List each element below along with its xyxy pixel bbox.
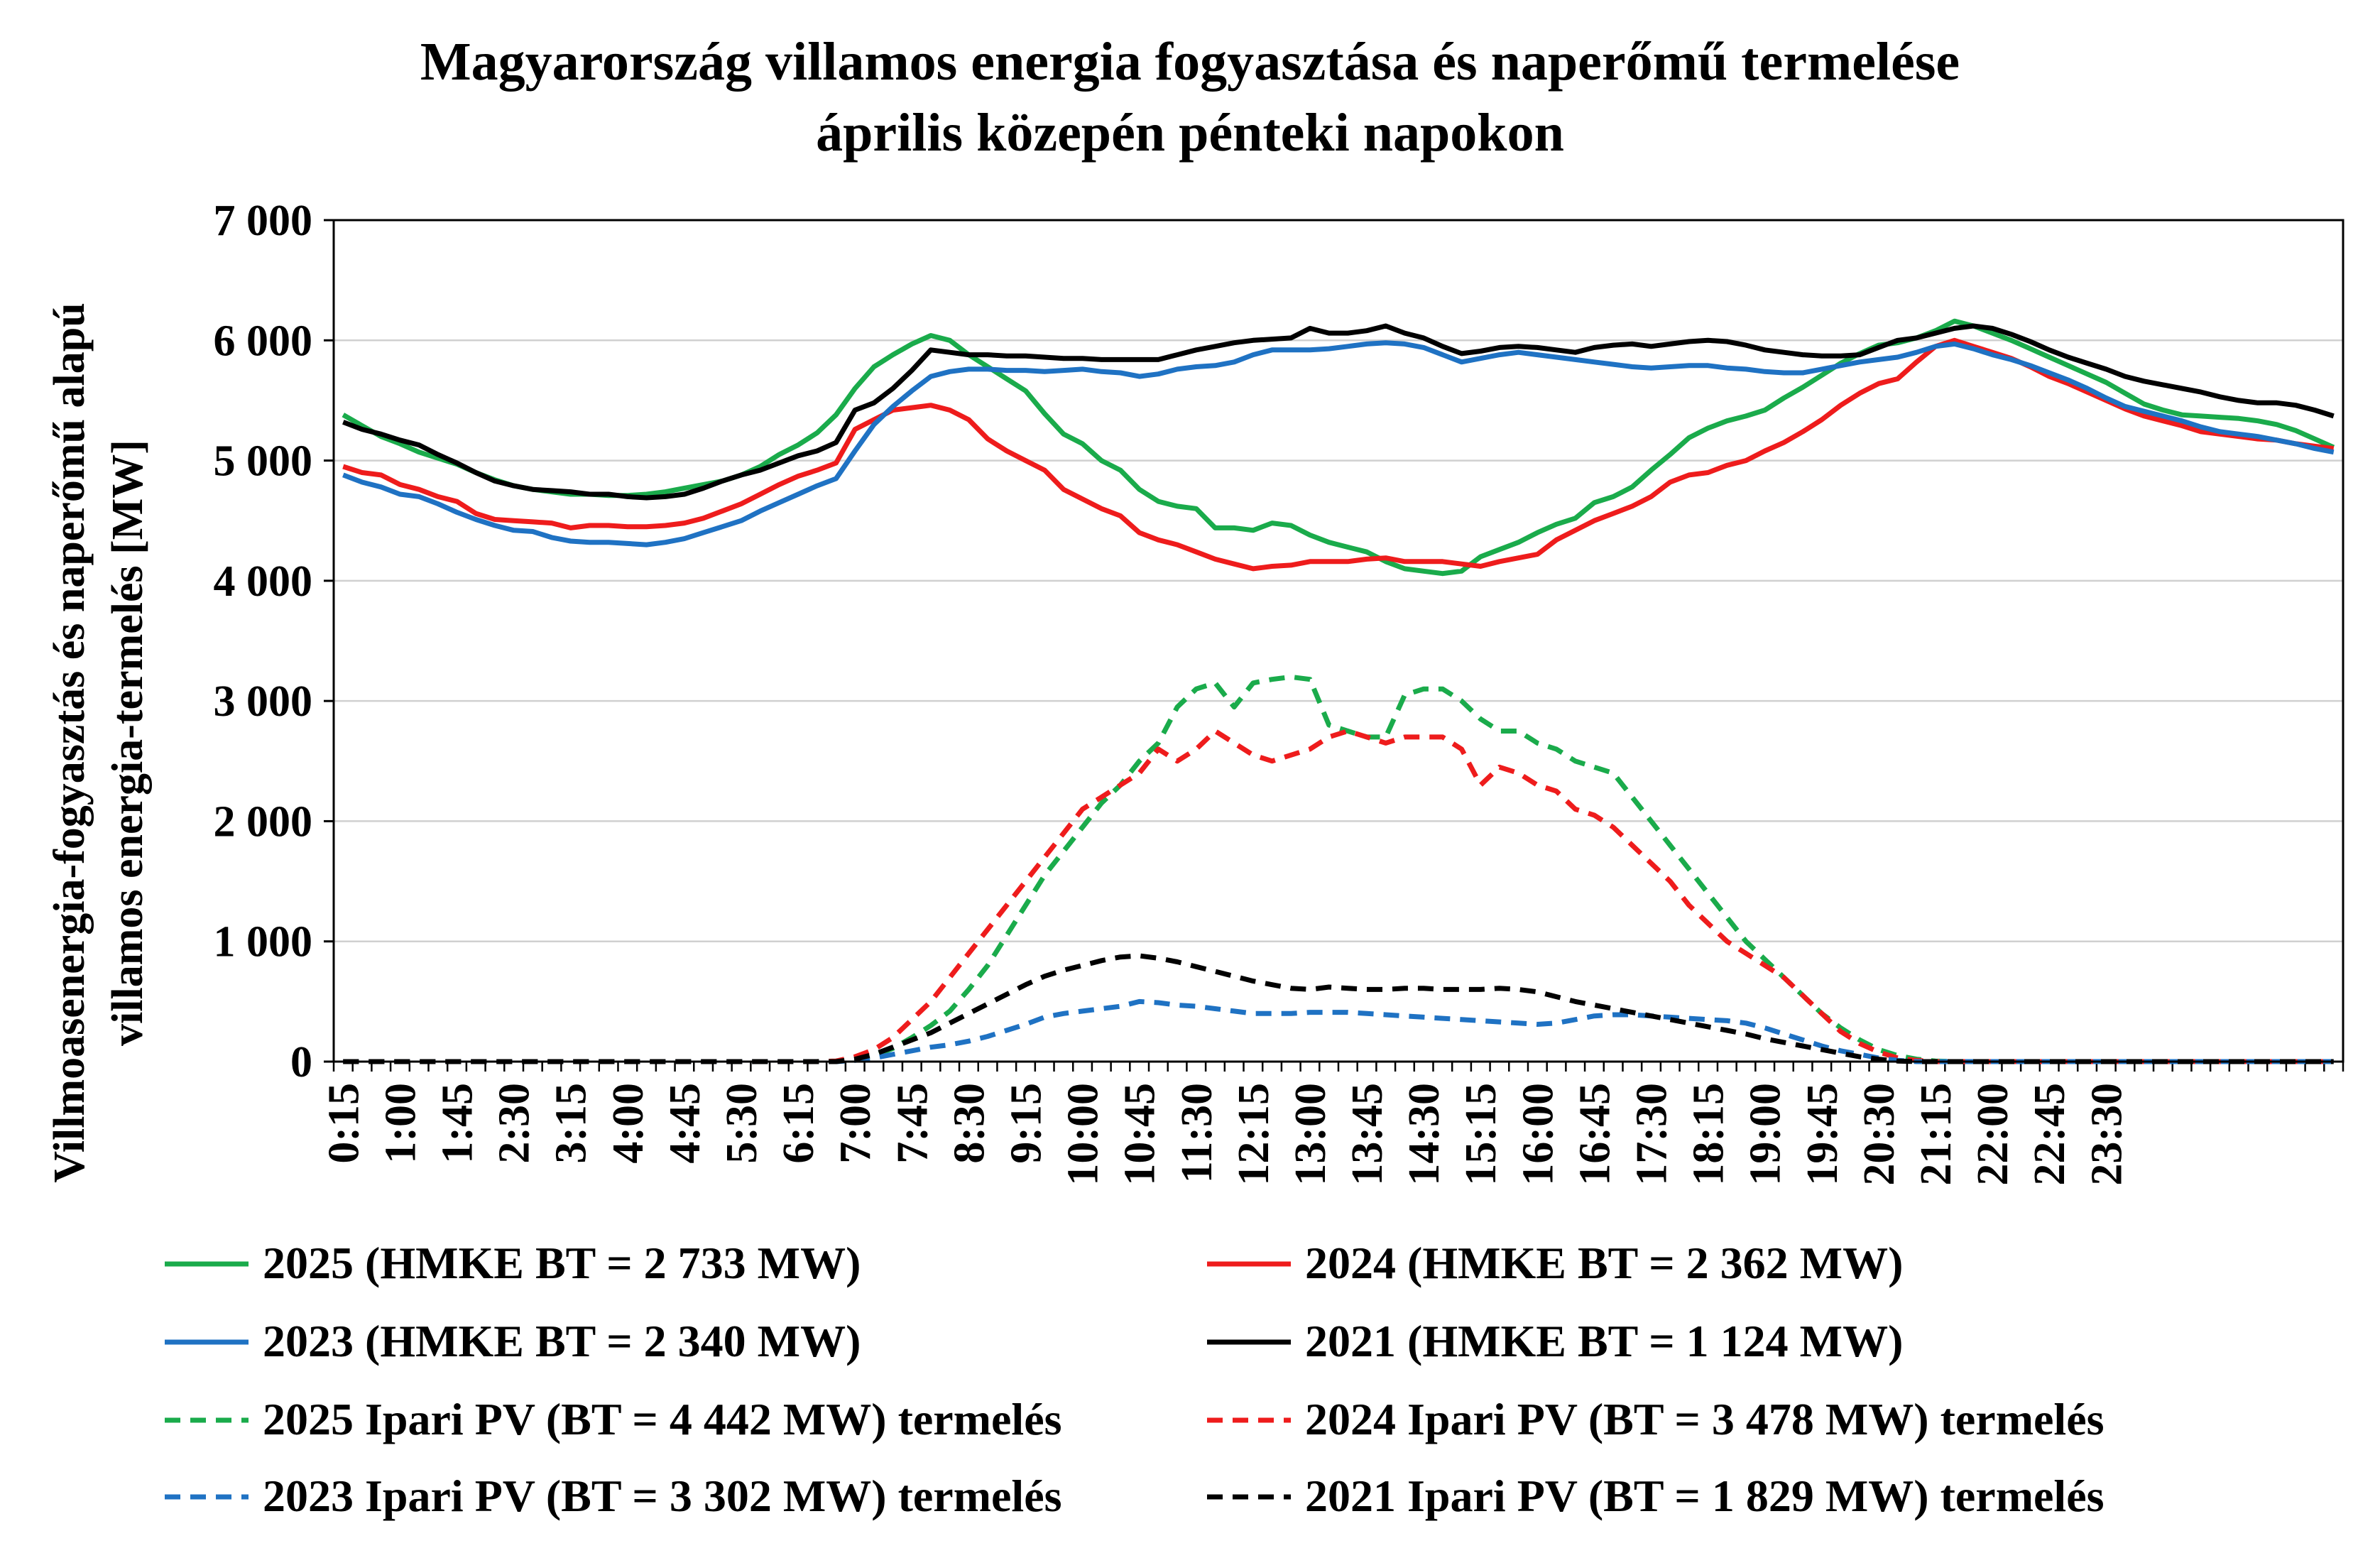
- x-tick-label: 0:15: [320, 1083, 368, 1164]
- series-line-0: [342, 318, 2335, 577]
- plot-area-border: [332, 219, 2344, 1063]
- x-tick-label: 12:15: [1230, 1083, 1278, 1186]
- series-line-2: [342, 340, 2335, 547]
- legend-label: 2025 (HMKE BT = 2 733 MW): [263, 1238, 861, 1288]
- series-line-1: [342, 337, 2335, 572]
- legend-item-3: 2021 (HMKE BT = 1 124 MW): [1207, 1316, 1903, 1366]
- series-line-6: [343, 998, 2334, 1064]
- x-tick-label: 5:30: [718, 1083, 766, 1164]
- legend-item-4: 2025 Ipari PV (BT = 4 442 MW) termelés: [165, 1394, 1062, 1444]
- x-tick-label: 11:30: [1173, 1083, 1221, 1183]
- x-tick-label: 17:30: [1628, 1083, 1676, 1186]
- x-tick-label: 14:30: [1400, 1083, 1448, 1186]
- y-tick-label: 5 000: [214, 437, 313, 486]
- x-tick-label: 4:45: [661, 1083, 709, 1164]
- x-axis-ticks: 0:15 1:00 1:45 2:30 3:15 4:00 4:45 5:30 6:15 7:00…: [320, 1062, 2344, 1186]
- legend-label: 2025 Ipari PV (BT = 4 442 MW) termelés: [263, 1394, 1062, 1444]
- y-tick-label: 2 000: [214, 797, 313, 846]
- series-lines: [342, 318, 2335, 1064]
- legend-label: 2023 Ipari PV (BT = 3 302 MW) termelés: [263, 1471, 1062, 1521]
- x-tick-label: 9:15: [1002, 1083, 1050, 1164]
- legend-label: 2023 (HMKE BT = 2 340 MW): [263, 1316, 861, 1366]
- y-tick-label: 6 000: [214, 317, 313, 365]
- chart-title-line-1: Magyarország villamos energia fogyasztás…: [420, 32, 1960, 92]
- x-tick-label: 22:45: [2026, 1083, 2074, 1186]
- plot-frame: [332, 219, 2344, 1063]
- legend-item-1: 2024 (HMKE BT = 2 362 MW): [1207, 1238, 1903, 1288]
- x-tick-label: 6:15: [775, 1083, 823, 1164]
- x-tick-label: 13:00: [1287, 1083, 1335, 1186]
- x-tick-label: 8:30: [945, 1083, 993, 1164]
- legend-label: 2021 Ipari PV (BT = 1 829 MW) termelés: [1305, 1471, 2105, 1521]
- legend-item-5: 2024 Ipari PV (BT = 3 478 MW) termelés: [1207, 1394, 2105, 1444]
- x-tick-label: 13:45: [1343, 1083, 1392, 1186]
- x-tick-label: 21:15: [1912, 1083, 1960, 1186]
- x-tick-label: 1:45: [434, 1083, 482, 1164]
- x-tick-label: 4:00: [604, 1083, 653, 1164]
- y-axis-label: Villmoasenergia-fogyasztás és naperőmű a…: [45, 303, 152, 1182]
- x-tick-label: 16:45: [1571, 1083, 1619, 1186]
- legend: 2025 (HMKE BT = 2 733 MW) 2024 (HMKE BT =…: [165, 1238, 2105, 1521]
- chart-title-line-2: április közepén pénteki napokon: [816, 103, 1564, 163]
- x-tick-label: 22:00: [1969, 1083, 2017, 1186]
- x-tick-label: 10:00: [1059, 1083, 1108, 1186]
- x-tick-label: 2:30: [491, 1083, 539, 1164]
- gridlines: [334, 219, 2343, 942]
- x-tick-label: 3:15: [547, 1083, 596, 1164]
- x-tick-label: 19:45: [1798, 1083, 1847, 1186]
- chart-title: Magyarország villamos energia fogyasztás…: [420, 32, 1960, 163]
- x-tick-label: 19:00: [1742, 1083, 1790, 1186]
- series-line-7: [343, 953, 2334, 1064]
- x-tick-label: 15:15: [1457, 1083, 1505, 1186]
- y-tick-label: 3 000: [214, 677, 313, 726]
- x-tick-label: 7:00: [831, 1083, 880, 1164]
- y-axis-label-line-2: villamos energia-termelés [MW]: [104, 440, 152, 1046]
- y-tick-label: 7 000: [214, 197, 313, 245]
- series-line-3: [342, 323, 2335, 501]
- x-tick-label: 7:45: [888, 1083, 937, 1164]
- legend-item-0: 2025 (HMKE BT = 2 733 MW): [165, 1238, 861, 1288]
- legend-item-6: 2023 Ipari PV (BT = 3 302 MW) termelés: [165, 1471, 1062, 1521]
- x-tick-label: 20:30: [1855, 1083, 1904, 1186]
- y-axis-ticks: 0 1 000 2 000 3 000 4 000 5 000 6 000 7 000: [214, 197, 334, 1086]
- y-tick-label: 0: [290, 1038, 312, 1086]
- legend-label: 2024 (HMKE BT = 2 362 MW): [1305, 1238, 1903, 1288]
- series-line-5: [343, 729, 2334, 1064]
- legend-item-7: 2021 Ipari PV (BT = 1 829 MW) termelés: [1207, 1471, 2105, 1521]
- legend-label: 2024 Ipari PV (BT = 3 478 MW) termelés: [1305, 1394, 2105, 1444]
- y-axis-label-line-1: Villmoasenergia-fogyasztás és naperőmű a…: [45, 303, 94, 1182]
- legend-label: 2021 (HMKE BT = 1 124 MW): [1305, 1316, 1903, 1366]
- legend-item-2: 2023 (HMKE BT = 2 340 MW): [165, 1316, 861, 1366]
- y-tick-label: 4 000: [214, 557, 313, 606]
- x-tick-label: 18:15: [1685, 1083, 1733, 1186]
- y-tick-label: 1 000: [214, 918, 313, 966]
- x-tick-label: 23:30: [2082, 1083, 2131, 1186]
- x-tick-label: 16:00: [1514, 1083, 1562, 1186]
- x-tick-label: 1:00: [376, 1083, 425, 1164]
- x-tick-label: 10:45: [1116, 1083, 1164, 1186]
